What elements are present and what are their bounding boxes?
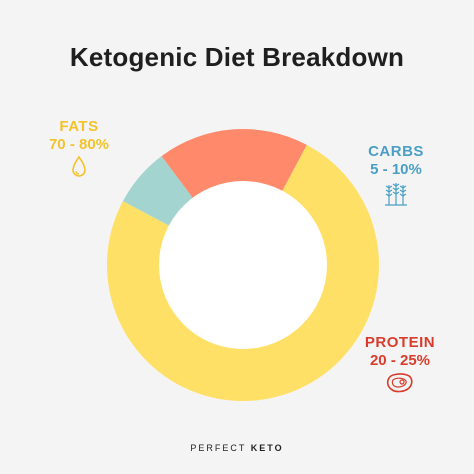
donut-hole (159, 181, 327, 349)
carbs-name: CARBS (368, 143, 424, 160)
fats-name: FATS (59, 118, 99, 135)
wheat-icon (385, 183, 407, 206)
fats-label: FATS 70 - 80% (34, 118, 124, 178)
fats-range: 70 - 80% (48, 136, 110, 153)
steak-icon (386, 373, 413, 393)
brand-footer: PERFECT KETO (0, 443, 474, 453)
chart-title: Ketogenic Diet Breakdown (69, 42, 405, 72)
protein-label: PROTEIN 20 - 25% (360, 334, 440, 394)
brand-light: PERFECT (190, 443, 247, 453)
brand-bold: KETO (250, 443, 284, 453)
drop-icon (72, 156, 86, 177)
protein-range: 20 - 25% (369, 352, 431, 369)
protein-name: PROTEIN (364, 334, 436, 351)
carbs-label: CARBS 5 - 10% (356, 143, 436, 207)
carbs-range: 5 - 10% (370, 161, 422, 178)
